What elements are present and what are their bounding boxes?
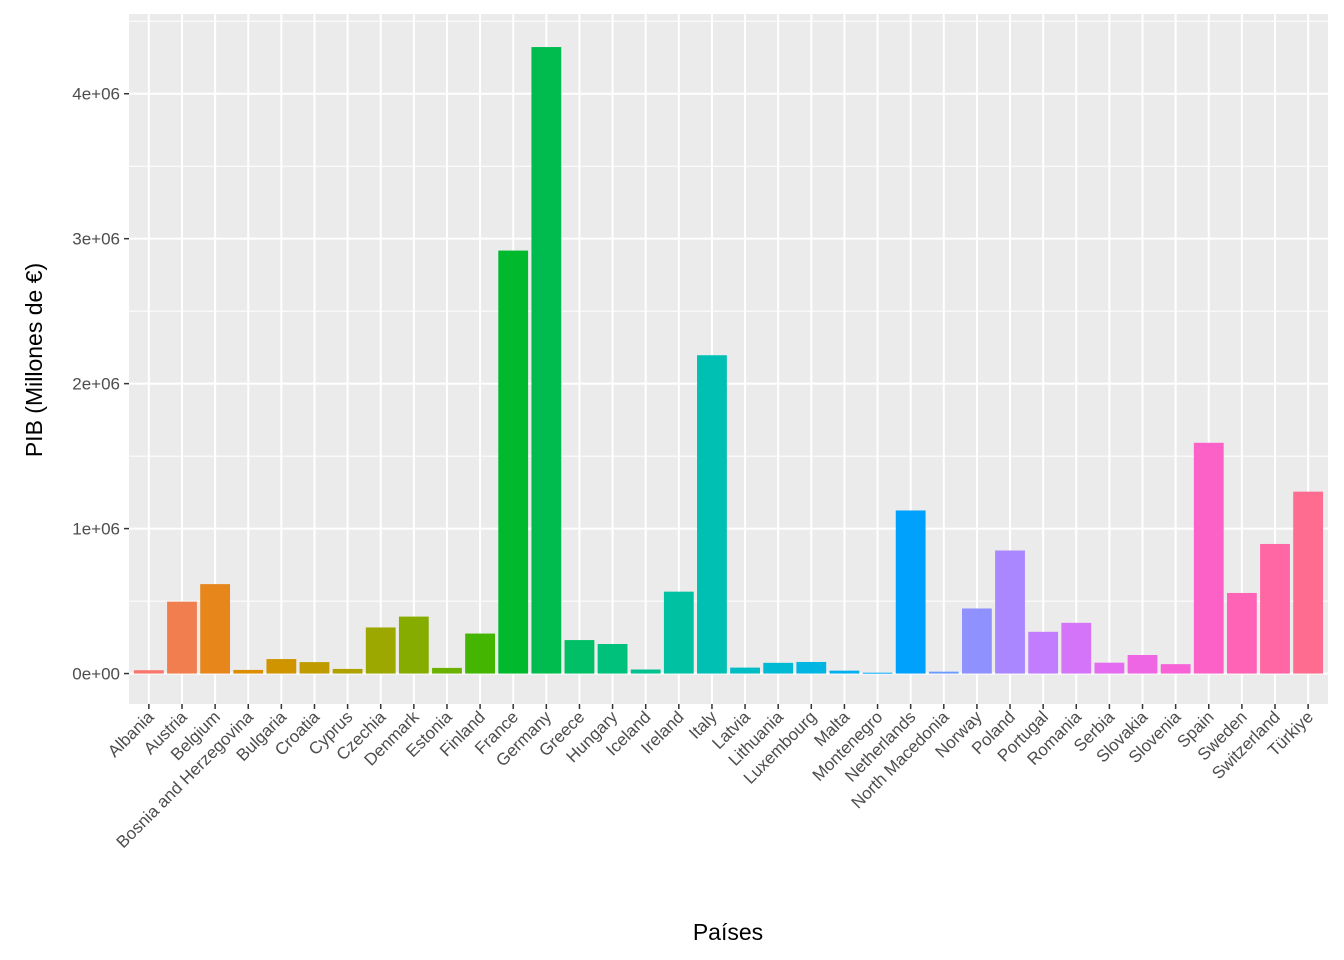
bar: [498, 250, 529, 674]
bar: [829, 670, 860, 674]
bar: [597, 643, 628, 674]
bar: [1028, 631, 1059, 674]
bar: [1260, 543, 1290, 674]
y-tick-label: 3e+06: [72, 230, 120, 249]
bar: [1061, 622, 1092, 674]
bar: [531, 47, 562, 674]
bars: [133, 47, 1324, 674]
bar: [167, 601, 197, 674]
bar: [365, 627, 396, 674]
bar: [995, 550, 1025, 674]
bar: [1293, 491, 1324, 674]
bar: [630, 669, 661, 674]
bar: [233, 669, 264, 674]
bar: [796, 661, 827, 674]
bar: [730, 667, 760, 674]
bar: [1094, 662, 1125, 674]
bar: [763, 662, 794, 674]
bar: [1226, 592, 1257, 674]
bar: [465, 633, 495, 674]
bar: [663, 591, 694, 674]
bar: [697, 355, 727, 674]
bar: [1127, 655, 1158, 674]
bar: [299, 662, 330, 674]
bar: [1160, 664, 1191, 674]
bar: [862, 672, 893, 674]
bar: [962, 608, 992, 674]
bar: [332, 668, 363, 674]
bar: [398, 616, 429, 674]
bar: [200, 584, 231, 674]
y-tick-label: 2e+06: [72, 375, 120, 394]
y-axis-title: PIB (Millones de €): [21, 263, 47, 457]
bar: [266, 659, 297, 674]
y-tick-label: 0e+00: [72, 665, 120, 684]
bar: [564, 640, 595, 674]
y-axis: 0e+00 1e+06 2e+06 3e+06 4e+06: [72, 85, 129, 684]
bar: [895, 510, 926, 674]
bar: [432, 667, 462, 674]
plot-panel: [129, 14, 1328, 704]
bar: [1193, 442, 1224, 674]
bar: [133, 670, 164, 674]
y-tick-label: 1e+06: [72, 520, 120, 539]
bar: [928, 671, 959, 674]
y-tick-label: 4e+06: [72, 85, 120, 104]
x-axis-title: Países: [693, 919, 763, 945]
